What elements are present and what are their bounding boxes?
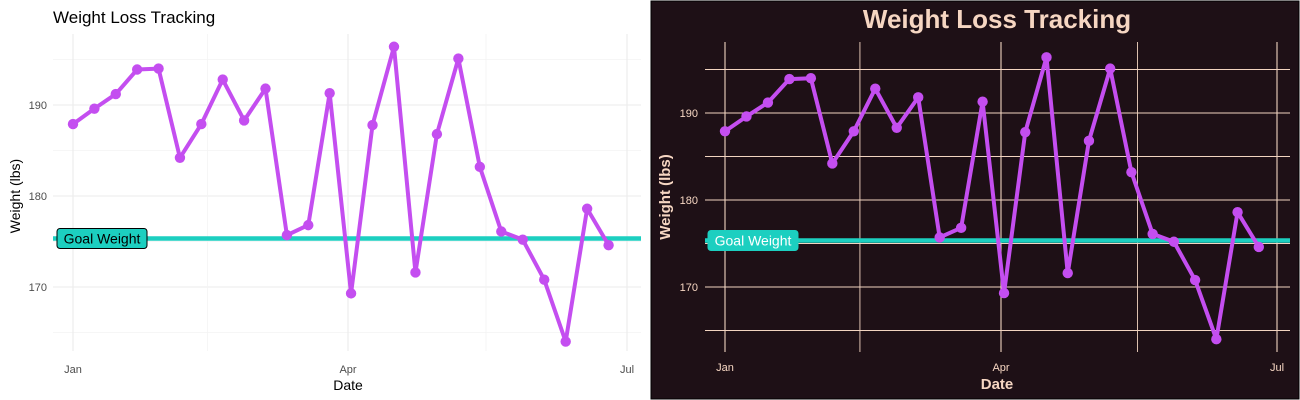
dark-data-point bbox=[1147, 228, 1158, 240]
dark-data-point bbox=[1253, 241, 1265, 253]
light-data-point bbox=[174, 152, 186, 163]
dark-data-point bbox=[913, 92, 924, 103]
light-data-point bbox=[367, 119, 378, 131]
dark-data-point bbox=[1126, 166, 1137, 178]
light-data-point bbox=[345, 288, 357, 299]
light-data-point bbox=[89, 103, 100, 114]
light-data-point bbox=[431, 128, 443, 140]
light-data-point bbox=[110, 88, 121, 100]
light-data-point bbox=[303, 219, 314, 231]
dark-data-point bbox=[805, 73, 817, 84]
dark-goal-label: Goal Weight bbox=[715, 233, 792, 249]
light-data-point bbox=[217, 74, 228, 85]
dark-data-point bbox=[1232, 206, 1243, 218]
light-data-point bbox=[410, 267, 421, 278]
dark-y-tick-label: 170 bbox=[680, 282, 698, 294]
light-data-point bbox=[539, 274, 550, 285]
light-data-point bbox=[453, 53, 464, 64]
dark-data-point bbox=[1189, 274, 1201, 286]
light-x-tick-label: Jan bbox=[64, 364, 82, 376]
dark-data-point bbox=[870, 83, 881, 94]
light-data-point bbox=[153, 63, 164, 74]
dark-data-point bbox=[1168, 236, 1180, 247]
dark-chart-title: Weight Loss Tracking bbox=[863, 4, 1131, 34]
dark-data-point bbox=[977, 96, 988, 107]
light-chart-title: Weight Loss Tracking bbox=[53, 8, 215, 27]
dark-data-point bbox=[1020, 126, 1031, 138]
dark-data-point bbox=[741, 111, 752, 122]
light-data-point bbox=[517, 234, 528, 245]
light-data-point bbox=[238, 115, 250, 126]
dark-x-tick-label: Jan bbox=[716, 362, 734, 374]
dark-x-tick-label: Jul bbox=[1270, 362, 1284, 374]
light-y-tick-label: 190 bbox=[29, 100, 47, 112]
light-data-point bbox=[560, 336, 571, 347]
dark-data-point bbox=[1083, 135, 1095, 147]
light-chart-background bbox=[0, 0, 650, 400]
light-data-point bbox=[260, 83, 271, 94]
light-data-point bbox=[324, 87, 335, 99]
light-y-tick-label: 170 bbox=[29, 282, 47, 294]
dark-x-tick-label: Apr bbox=[992, 362, 1009, 374]
light-plot-area: 170 180 190 Jan Apr Jul Goal Weight bbox=[29, 34, 641, 376]
light-goal-label: Goal Weight bbox=[64, 231, 141, 247]
dark-data-point bbox=[1041, 52, 1052, 63]
dark-data-point bbox=[1062, 267, 1073, 279]
dark-data-point bbox=[891, 122, 902, 133]
light-x-tick-label: Apr bbox=[339, 364, 356, 376]
light-x-axis-label: Date bbox=[333, 377, 363, 393]
dark-data-point bbox=[784, 73, 795, 85]
dark-chart-panel: Weight Loss Tracking 170 180 190 Jan Apr Jul G… bbox=[650, 0, 1300, 400]
light-goal-label-box bbox=[56, 228, 148, 249]
dark-data-point bbox=[1104, 63, 1116, 74]
light-x-tick-label: Jul bbox=[620, 364, 634, 376]
light-data-point bbox=[474, 161, 486, 173]
light-y-axis-label: Weight (lbs) bbox=[7, 159, 23, 233]
dark-data-point bbox=[998, 287, 1010, 299]
light-data-point bbox=[196, 118, 207, 130]
dark-y-tick-label: 190 bbox=[680, 108, 698, 120]
light-y-tick-label: 180 bbox=[29, 191, 47, 203]
dark-data-point bbox=[1211, 334, 1222, 345]
light-data-point bbox=[67, 118, 79, 130]
dark-x-axis-label: Date bbox=[981, 376, 1014, 393]
light-data-point bbox=[131, 64, 143, 75]
dark-y-axis-label: Weight (lbs) bbox=[657, 154, 674, 240]
dark-data-point bbox=[719, 126, 731, 137]
dark-goal-label-box bbox=[707, 230, 799, 251]
light-data-point bbox=[388, 41, 400, 52]
light-chart-panel: Weight Loss Tracking 170 180 190 Jan Apr Jul G… bbox=[0, 0, 650, 400]
light-data-point bbox=[496, 226, 507, 237]
light-data-point bbox=[281, 229, 293, 241]
dark-data-point bbox=[848, 126, 859, 137]
dark-data-point bbox=[827, 158, 838, 169]
dark-data-point bbox=[934, 232, 945, 243]
light-data-point bbox=[603, 239, 614, 251]
dark-y-tick-label: 180 bbox=[680, 195, 698, 207]
dark-data-point bbox=[955, 222, 967, 234]
dark-plot-area: 170 180 190 Jan Apr Jul Goal Weight bbox=[680, 42, 1290, 374]
dark-data-point bbox=[762, 97, 774, 108]
light-data-point bbox=[581, 203, 593, 214]
